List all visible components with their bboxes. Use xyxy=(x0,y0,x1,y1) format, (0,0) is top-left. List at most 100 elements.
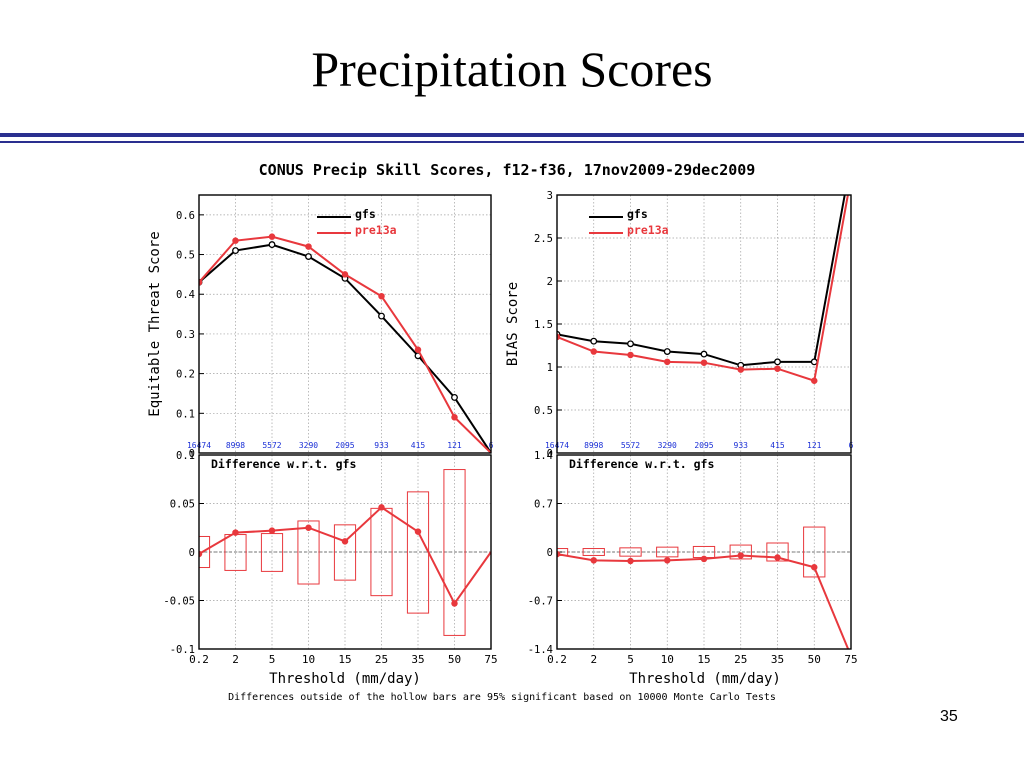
bias_diff-xtick-label: 15 xyxy=(697,653,710,666)
title-rule-thick xyxy=(0,133,1024,137)
slide-title: Precipitation Scores xyxy=(311,41,713,97)
bias-ytick-label: 2 xyxy=(547,276,553,288)
ets-series-1-point xyxy=(414,346,422,354)
bias-ytick-label: 1 xyxy=(547,362,553,374)
bias_diff-ytick-label: 0 xyxy=(547,547,553,559)
ets_diff-significance-bar xyxy=(199,535,211,569)
ets_diff-significance-bar xyxy=(297,520,320,585)
ets-ytick-label: 0.4 xyxy=(176,289,195,301)
ets_diff-series-0-point xyxy=(341,538,349,545)
bias_diff-ytick-label: 0.7 xyxy=(534,499,553,511)
ets-ylabel: Equitable Threat Score xyxy=(147,231,163,416)
ets-count-label: 3290 xyxy=(299,441,318,450)
ets_diff-xtick-label: 0.2 xyxy=(189,653,209,666)
bias_diff-xtick-label: 10 xyxy=(661,653,674,666)
figure-footnote: Differences outside of the hollow bars a… xyxy=(228,692,776,703)
bias_diff-panel: -1.4-0.700.71.40.2 2 5 10 15 25 35 50 75Differen… xyxy=(528,450,858,666)
ets-legend-label: pre13a xyxy=(355,223,397,237)
bias-series-1-point xyxy=(590,348,598,355)
ets_diff-xtick-label: 35 xyxy=(411,653,424,666)
ets-frame xyxy=(198,194,492,454)
bias-series-0-point xyxy=(590,337,598,345)
bias-count-label: 3290 xyxy=(658,441,677,450)
bias_diff-significance-bar xyxy=(766,542,789,562)
bias-count-label: 8998 xyxy=(584,441,603,450)
bias-ytick-label: 0 xyxy=(547,448,553,460)
ets_diff-significance-bar xyxy=(333,524,357,581)
bias_diff-series-0-point xyxy=(590,557,598,564)
ets_diff-diff-label: Difference w.r.t. gfs xyxy=(211,457,356,471)
ets_diff-ytick-label: -0.05 xyxy=(163,596,195,608)
ets-series-1-point xyxy=(232,237,239,244)
ets-count-label: 415 xyxy=(411,441,426,450)
bias-frame xyxy=(556,194,852,454)
bias-series-0-point xyxy=(774,358,781,366)
bias_diff-series-0-point xyxy=(737,552,745,559)
ets_diff-series-0-point xyxy=(232,529,239,536)
bias_diff-ytick-label: -1.4 xyxy=(528,644,553,656)
ets_diff-xtick-label: 15 xyxy=(338,653,351,666)
bias_diff-significance-bar xyxy=(729,544,752,560)
bias-ytick-label: 1.5 xyxy=(534,319,553,331)
ets-series-1-point xyxy=(451,414,458,421)
ets-series-0-point xyxy=(378,312,385,320)
ets-ytick-label: 0.5 xyxy=(176,250,195,262)
bias-series-1-point xyxy=(700,359,708,366)
ets_diff-series-0-point xyxy=(268,527,276,534)
ets-ytick-label: 0.2 xyxy=(176,369,195,381)
bias_diff-significance-bar xyxy=(582,548,605,556)
bias_diff-xtick-label: 25 xyxy=(734,653,747,666)
bias_diff-xtick-label: 0.2 xyxy=(547,653,567,666)
bias_diff-significance-bar xyxy=(619,547,642,557)
bias_diff-significance-bar xyxy=(803,526,826,578)
ets-series-1-point xyxy=(378,292,385,300)
bias-count-label: 2095 xyxy=(694,441,713,450)
ets_diff-ytick-label: -0.1 xyxy=(170,644,195,656)
ets-ytick-label: 0.3 xyxy=(176,329,195,341)
ets-ytick-label: 0 xyxy=(189,448,195,460)
ets-series-0-point xyxy=(232,247,239,255)
ets-ytick-label: 0.1 xyxy=(176,408,195,420)
ets-ytick-label: 0.6 xyxy=(176,210,195,222)
ets-legend-label: gfs xyxy=(355,207,376,221)
ets-count-label: 8998 xyxy=(226,441,245,450)
ets_diff-ytick-label: 0.05 xyxy=(170,499,195,511)
bias_diff-ytick-label: -0.7 xyxy=(528,596,553,608)
ets_diff-xtick-label: 75 xyxy=(484,653,497,666)
bias_diff-xtick-label: 75 xyxy=(844,653,857,666)
bias-count-label: 121 xyxy=(807,441,822,450)
bias-series-0-point xyxy=(627,340,634,348)
bias-series-0-point xyxy=(663,348,671,355)
bias_diff-series-0-point xyxy=(664,557,671,564)
bias-legend-label: gfs xyxy=(627,207,648,221)
bias-ytick-label: 3 xyxy=(547,190,553,202)
ets_diff-xtick-label: 5 xyxy=(269,653,276,666)
bias-series-1-point xyxy=(664,358,671,366)
ets_diff-ytick-label: 0.1 xyxy=(176,450,195,462)
bias_diff-xtick-label: 5 xyxy=(627,653,634,666)
bias_diff-series-0-point xyxy=(627,557,634,565)
ets-series-1-point xyxy=(305,243,312,250)
bias_diff-xtick-label: 50 xyxy=(808,653,821,666)
bias-ytick-label: 0.5 xyxy=(534,405,553,417)
bias_diff-xtick-label: 35 xyxy=(771,653,784,666)
bias-series-1-point xyxy=(811,377,818,385)
bias_diff-series-0-point xyxy=(700,555,708,563)
figure-background xyxy=(140,150,880,710)
ets-series-1-point xyxy=(268,233,276,240)
bias-series-1-point xyxy=(737,366,745,373)
bias-series-1-point xyxy=(627,351,634,359)
bias_diff-diff-label: Difference w.r.t. gfs xyxy=(569,457,714,471)
ets-series-1-point xyxy=(341,271,349,278)
bias-count-label: 933 xyxy=(734,441,749,450)
slide-number: 35 xyxy=(940,708,958,725)
ets_diff-series-0-point xyxy=(414,528,422,535)
ets_diff-significance-bar xyxy=(443,469,466,636)
ets_diff-series-0-point xyxy=(451,600,458,607)
ets_diff-xtick-label: 50 xyxy=(448,653,461,666)
ets_diff-xtick-label: 25 xyxy=(375,653,388,666)
bias_diff-series-0-point xyxy=(811,563,818,571)
